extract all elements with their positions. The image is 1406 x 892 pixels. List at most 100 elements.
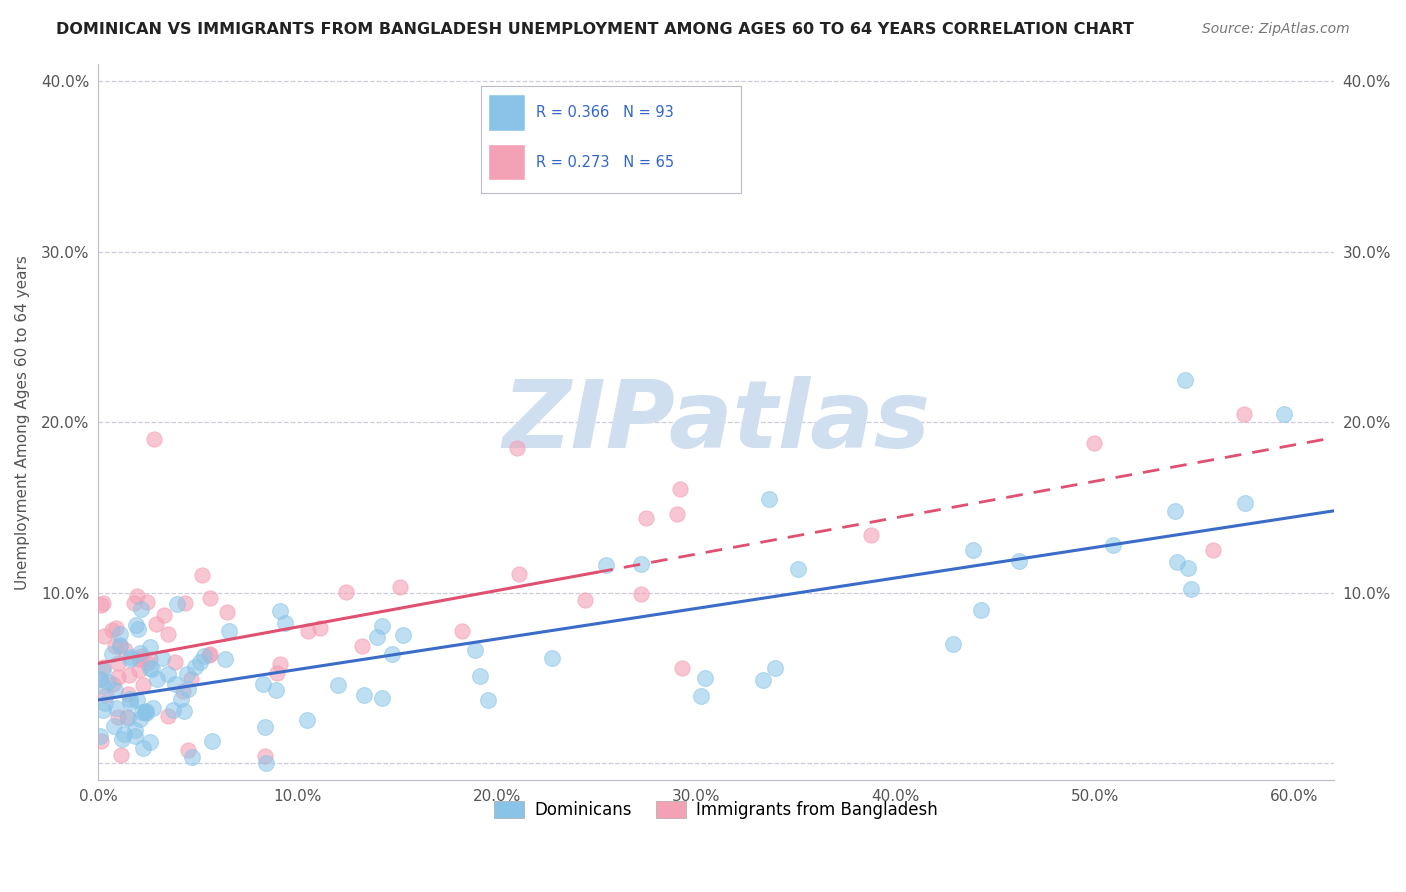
Point [266,665,288,680]
Point [107,709,129,723]
Point [110,748,132,763]
Point [138,661,160,675]
Point [752,673,775,687]
Point [125,589,148,603]
Point [120,691,142,706]
Point [129,712,152,726]
Point [129,649,152,664]
Point [104,639,127,653]
Point [1272,407,1295,421]
Point [112,727,135,741]
Point [132,678,155,692]
Point [218,624,240,638]
Point [146,672,169,686]
Point [141,662,163,676]
Point [89,729,111,743]
Point [129,646,152,660]
Point [1083,436,1105,450]
Point [636,511,658,525]
Point [128,651,150,665]
Point [120,650,142,665]
Point [104,683,127,698]
Point [630,587,652,601]
Point [111,732,134,747]
Point [101,647,124,661]
Point [91,679,114,693]
Point [253,749,276,764]
Point [142,701,165,715]
Point [371,619,394,633]
Point [93,629,115,643]
Point [97,675,120,690]
Point [89,672,111,686]
Point [942,637,965,651]
Point [135,706,157,720]
Text: ZIPatlas: ZIPatlas [502,376,931,468]
Point [264,682,287,697]
Point [91,596,114,610]
Point [505,441,527,455]
Point [193,648,215,663]
Point [142,432,165,446]
Text: Source: ZipAtlas.com: Source: ZipAtlas.com [1202,22,1350,37]
Point [252,677,274,691]
Point [308,621,330,635]
Point [103,719,125,733]
Point [392,628,415,642]
Point [962,542,984,557]
Point [110,639,132,653]
Point [1166,555,1188,569]
Point [366,630,388,644]
Point [118,652,141,666]
Point [1164,504,1187,518]
Point [200,733,222,747]
Point [970,603,993,617]
Point [541,650,564,665]
Point [297,624,319,638]
Point [328,678,350,692]
Point [269,657,291,672]
Point [136,656,159,670]
Point [451,624,474,638]
Point [93,703,115,717]
Point [170,691,193,706]
Point [217,606,239,620]
Point [105,700,128,714]
Point [295,713,318,727]
Point [129,601,152,615]
Point [200,647,222,661]
Point [122,596,145,610]
Point [665,508,688,522]
Point [120,695,142,709]
Point [128,664,150,678]
Point [125,618,148,632]
Point [131,705,153,719]
Legend: Dominicans, Immigrants from Bangladesh: Dominicans, Immigrants from Bangladesh [488,794,945,826]
Point [508,567,530,582]
Point [150,650,173,665]
Point [108,638,131,652]
Point [93,660,115,674]
Point [595,558,617,572]
Point [1177,561,1199,575]
Point [107,656,129,670]
Point [110,627,132,641]
Point [763,661,786,675]
Point [269,604,291,618]
Point [464,642,486,657]
Point [690,690,713,704]
Point [388,580,411,594]
Point [90,733,112,747]
Point [371,691,394,706]
Point [166,597,188,611]
Point [105,621,128,635]
Point [127,622,149,636]
Point [470,669,492,683]
Point [630,557,652,571]
Point [117,687,139,701]
Point [132,740,155,755]
Point [1202,543,1225,558]
Point [1180,582,1202,596]
Point [100,623,122,637]
Point [381,647,404,661]
